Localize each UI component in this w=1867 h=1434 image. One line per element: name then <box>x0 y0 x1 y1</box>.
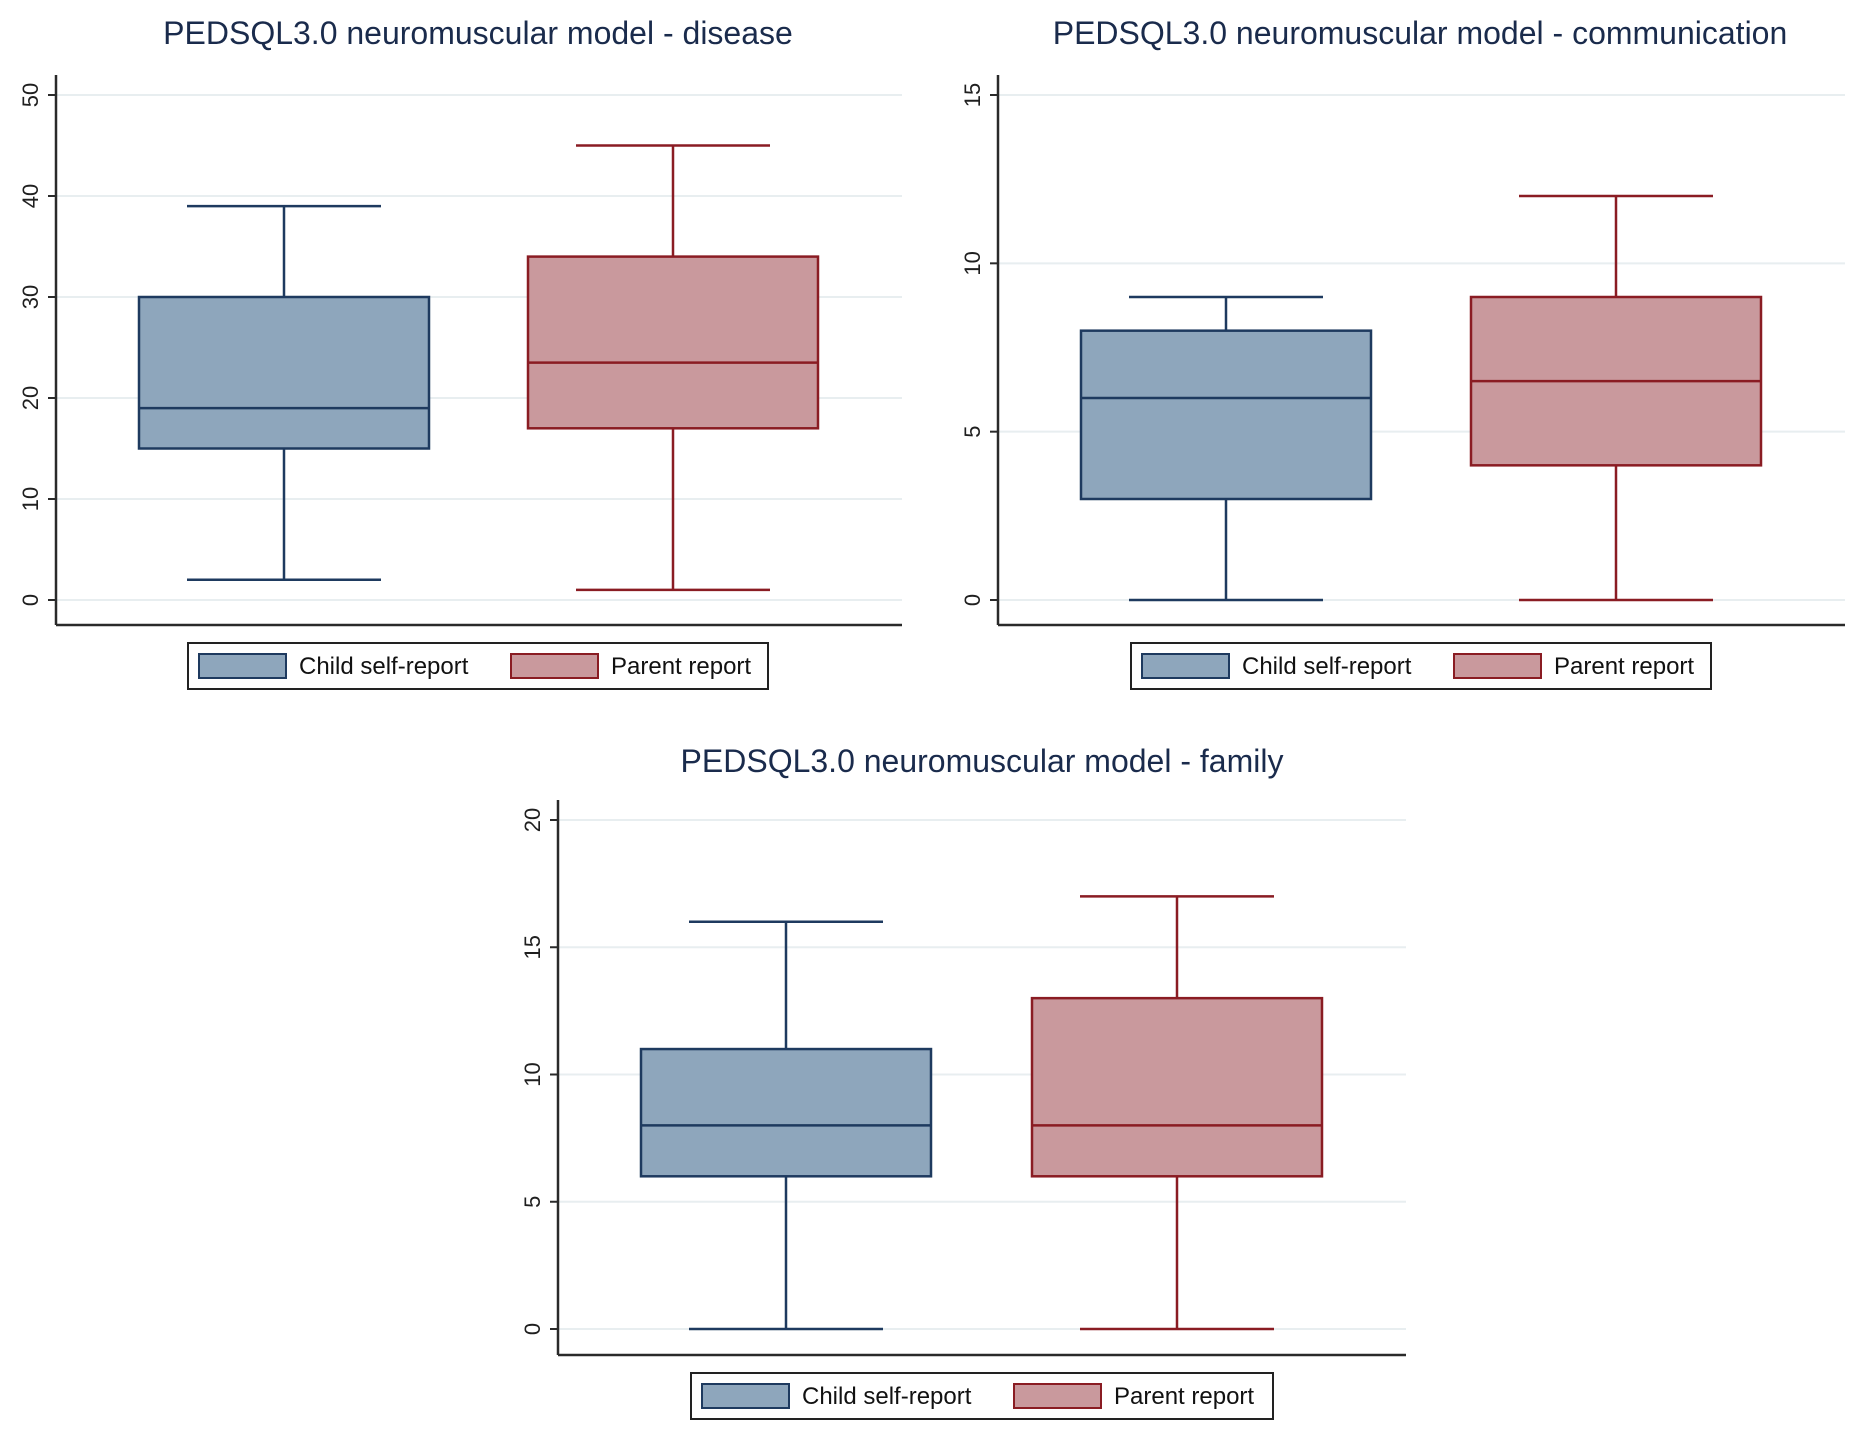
legend-swatch-parent <box>1013 1383 1102 1409</box>
chart-panel-2: PEDSQL3.0 neuromuscular model - communic… <box>960 15 1845 690</box>
child-box-plot <box>137 204 431 582</box>
child-iqr-box <box>1079 329 1373 501</box>
child-box-plot <box>639 920 933 1331</box>
y-tick-label: 5 <box>520 1196 545 1208</box>
y-tick-label: 0 <box>960 594 985 606</box>
legend-label-child: Child self-report <box>802 1383 972 1410</box>
legend: Child self-report Parent report <box>1130 642 1712 690</box>
legend: Child self-report Parent report <box>690 1372 1274 1420</box>
chart-panel-1: PEDSQL3.0 neuromuscular model - disease 0… <box>18 15 902 690</box>
parent-box-plot <box>1469 194 1763 602</box>
y-tick-label: 10 <box>520 1062 545 1086</box>
legend-label-parent: Parent report <box>1554 653 1694 680</box>
y-tick-label: 40 <box>18 184 43 208</box>
child-iqr-box <box>639 1047 933 1178</box>
legend-swatch-parent <box>1453 653 1542 679</box>
legend-label-child: Child self-report <box>1242 653 1412 680</box>
legend-label-parent: Parent report <box>611 653 751 680</box>
chart-panel-3: PEDSQL3.0 neuromuscular model - family 0 5… <box>520 743 1406 1420</box>
legend-label-parent: Parent report <box>1114 1383 1254 1410</box>
chart-title: PEDSQL3.0 neuromuscular model - communic… <box>1053 15 1788 51</box>
legend-label-child: Child self-report <box>299 653 469 680</box>
parent-iqr-box <box>1030 996 1324 1178</box>
chart-title: PEDSQL3.0 neuromuscular model - family <box>681 743 1284 779</box>
legend-swatch-parent <box>510 653 599 679</box>
y-tick-label: 5 <box>960 426 985 438</box>
y-tick-label: 15 <box>960 83 985 107</box>
y-tick-label: 0 <box>520 1323 545 1335</box>
chart-title: PEDSQL3.0 neuromuscular model - disease <box>163 15 793 51</box>
y-tick-label: 20 <box>18 386 43 410</box>
parent-box-plot <box>1030 895 1324 1331</box>
y-tick-label: 30 <box>18 285 43 309</box>
y-tick-label: 10 <box>960 251 985 275</box>
legend-swatch-child <box>198 653 287 679</box>
child-iqr-box <box>137 295 431 450</box>
legend-swatch-child <box>701 1383 790 1409</box>
y-tick-label: 20 <box>520 808 545 832</box>
y-tick-label: 10 <box>18 487 43 511</box>
parent-box-plot <box>526 144 820 592</box>
y-tick-label: 0 <box>18 594 43 606</box>
legend: Child self-report Parent report <box>187 642 769 690</box>
parent-iqr-box <box>526 255 820 430</box>
y-tick-label: 50 <box>18 83 43 107</box>
y-tick-label: 15 <box>520 935 545 959</box>
child-box-plot <box>1079 295 1373 602</box>
legend-swatch-child <box>1141 653 1230 679</box>
